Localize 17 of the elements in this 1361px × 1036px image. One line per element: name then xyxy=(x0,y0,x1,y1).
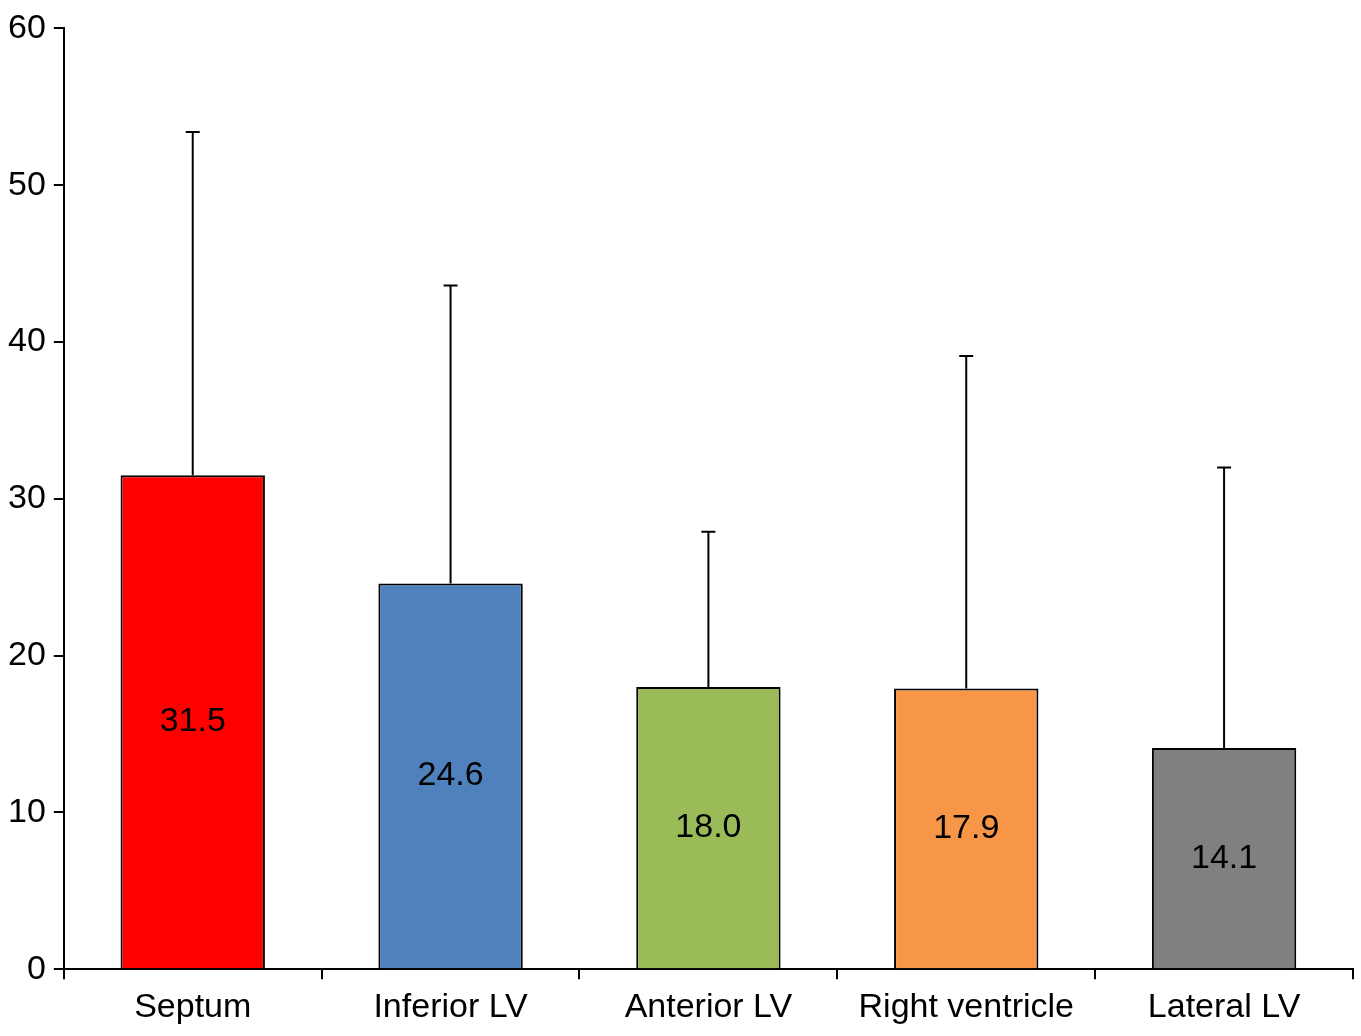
x-tick-label: Right ventricle xyxy=(858,985,1074,1024)
data-label: 18.0 xyxy=(675,805,742,844)
y-tick-label: 20 xyxy=(7,633,46,672)
y-tick-label: 40 xyxy=(7,320,46,359)
x-tick-label: Inferior LV xyxy=(373,985,529,1024)
data-label: 31.5 xyxy=(159,700,226,739)
x-tick-label: Anterior LV xyxy=(624,985,793,1024)
data-label: 24.6 xyxy=(417,754,484,793)
data-label: 17.9 xyxy=(933,806,1000,845)
x-tick-label: Lateral LV xyxy=(1147,985,1301,1024)
y-tick-label: 30 xyxy=(7,477,46,516)
data-label: 14.1 xyxy=(1190,836,1258,875)
y-tick-label: 50 xyxy=(7,163,46,202)
y-tick-label: 0 xyxy=(26,947,46,986)
y-tick-label: 60 xyxy=(7,6,46,45)
x-tick-label: Septum xyxy=(134,985,252,1024)
y-tick-label: 10 xyxy=(7,790,46,829)
